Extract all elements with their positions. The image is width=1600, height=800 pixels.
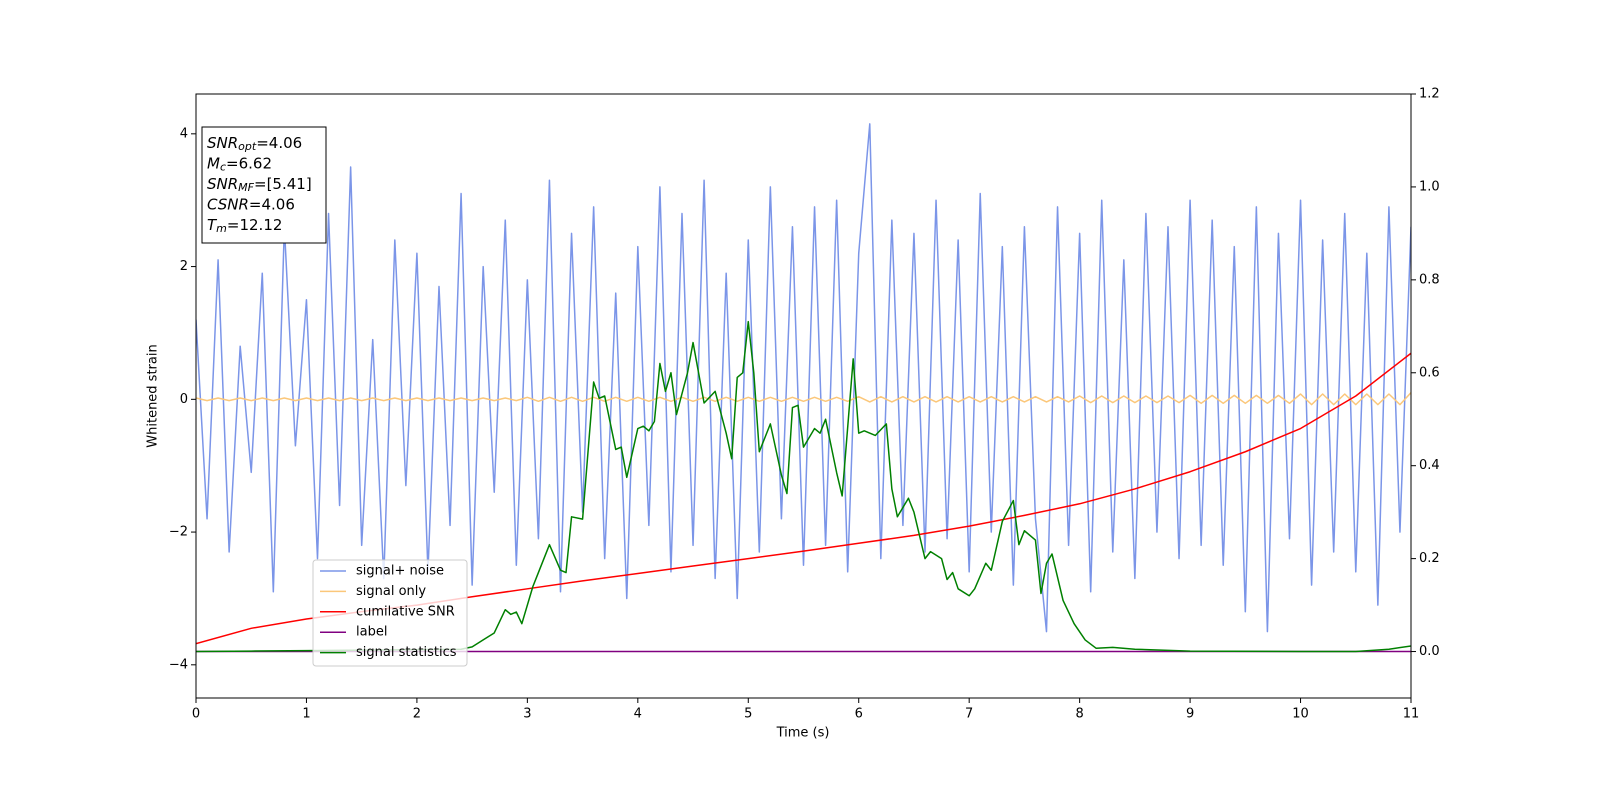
legend-frame [312,559,468,667]
annotation-frame [201,126,327,244]
series-line [196,392,1411,406]
annotation-sub: MF [238,181,254,194]
y2-tick-label: 1.0 [1419,179,1440,194]
x-tick-label: 8 [1075,707,1083,722]
y2-tick-label: 0.0 [1419,644,1440,659]
legend-label: signal+ noise [356,564,444,579]
x-tick-label: 7 [965,707,973,722]
x-tick-label: 1 [302,707,310,722]
x-tick-label: 9 [1186,707,1194,722]
x-tick-label: 4 [634,707,642,722]
series-line [196,320,1411,653]
y-axis-label: Whitened strain [146,344,161,447]
x-tick-label: 6 [855,707,863,722]
annotation-rest: =4.06 [249,195,295,213]
annotation-line: Tm=12.12 [207,216,282,236]
legend-label: label [356,625,387,640]
annotation-text: SNR [207,175,238,193]
annotation-box: SNRopt=4.06Mc=6.62SNRMF=[5.41]CSNR=4.06T… [201,126,327,244]
annotation-line: SNRopt=4.06 [207,134,302,154]
x-tick-label: 2 [413,707,421,722]
x-tick-label: 10 [1292,707,1309,722]
annotation-rest: =6.62 [226,154,272,172]
y-tick-label: −4 [169,657,188,672]
x-tick-label: 5 [744,707,752,722]
y-tick-label: −2 [169,525,188,540]
annotation-sub: m [216,222,227,235]
x-axis-label: Time (s) [776,726,830,741]
annotation-rest: =12.12 [227,216,283,234]
annotation-sub: c [220,161,226,174]
legend-label: cumilative SNR [356,604,455,619]
y-tick-label: 4 [180,126,188,141]
annotation-rest: =[5.41] [254,175,312,193]
x-tick-label: 3 [523,707,531,722]
annotation-text: CSNR [207,195,249,213]
legend-label: signal only [356,584,426,599]
x-tick-label: 11 [1403,707,1420,722]
series-line [196,123,1411,633]
annotation-sub: opt [238,140,257,153]
y2-tick-label: 0.8 [1419,272,1440,287]
y-tick-label: 0 [180,392,188,407]
annotation-text: SNR [207,134,238,152]
y-tick-label: 2 [180,259,188,274]
annotation-line: SNRMF=[5.41] [207,175,312,195]
annotation-line: Mc=6.62 [207,154,272,174]
annotation-text: M [207,154,220,172]
annotation-line: CSNR=4.06 [207,195,295,213]
y2-tick-label: 1.2 [1419,87,1440,102]
axes-frame [195,93,1412,699]
y2-tick-label: 0.6 [1419,365,1440,380]
y2-tick-label: 0.2 [1419,551,1440,566]
legend: signal+ noise signal only cumilative SNR la… [312,559,468,667]
y2-tick-label: 0.4 [1419,458,1440,473]
annotation-text: T [207,216,218,234]
legend-label: signal statistics [356,645,457,660]
annotation-rest: =4.06 [256,134,302,152]
x-tick-label: 0 [192,707,200,722]
